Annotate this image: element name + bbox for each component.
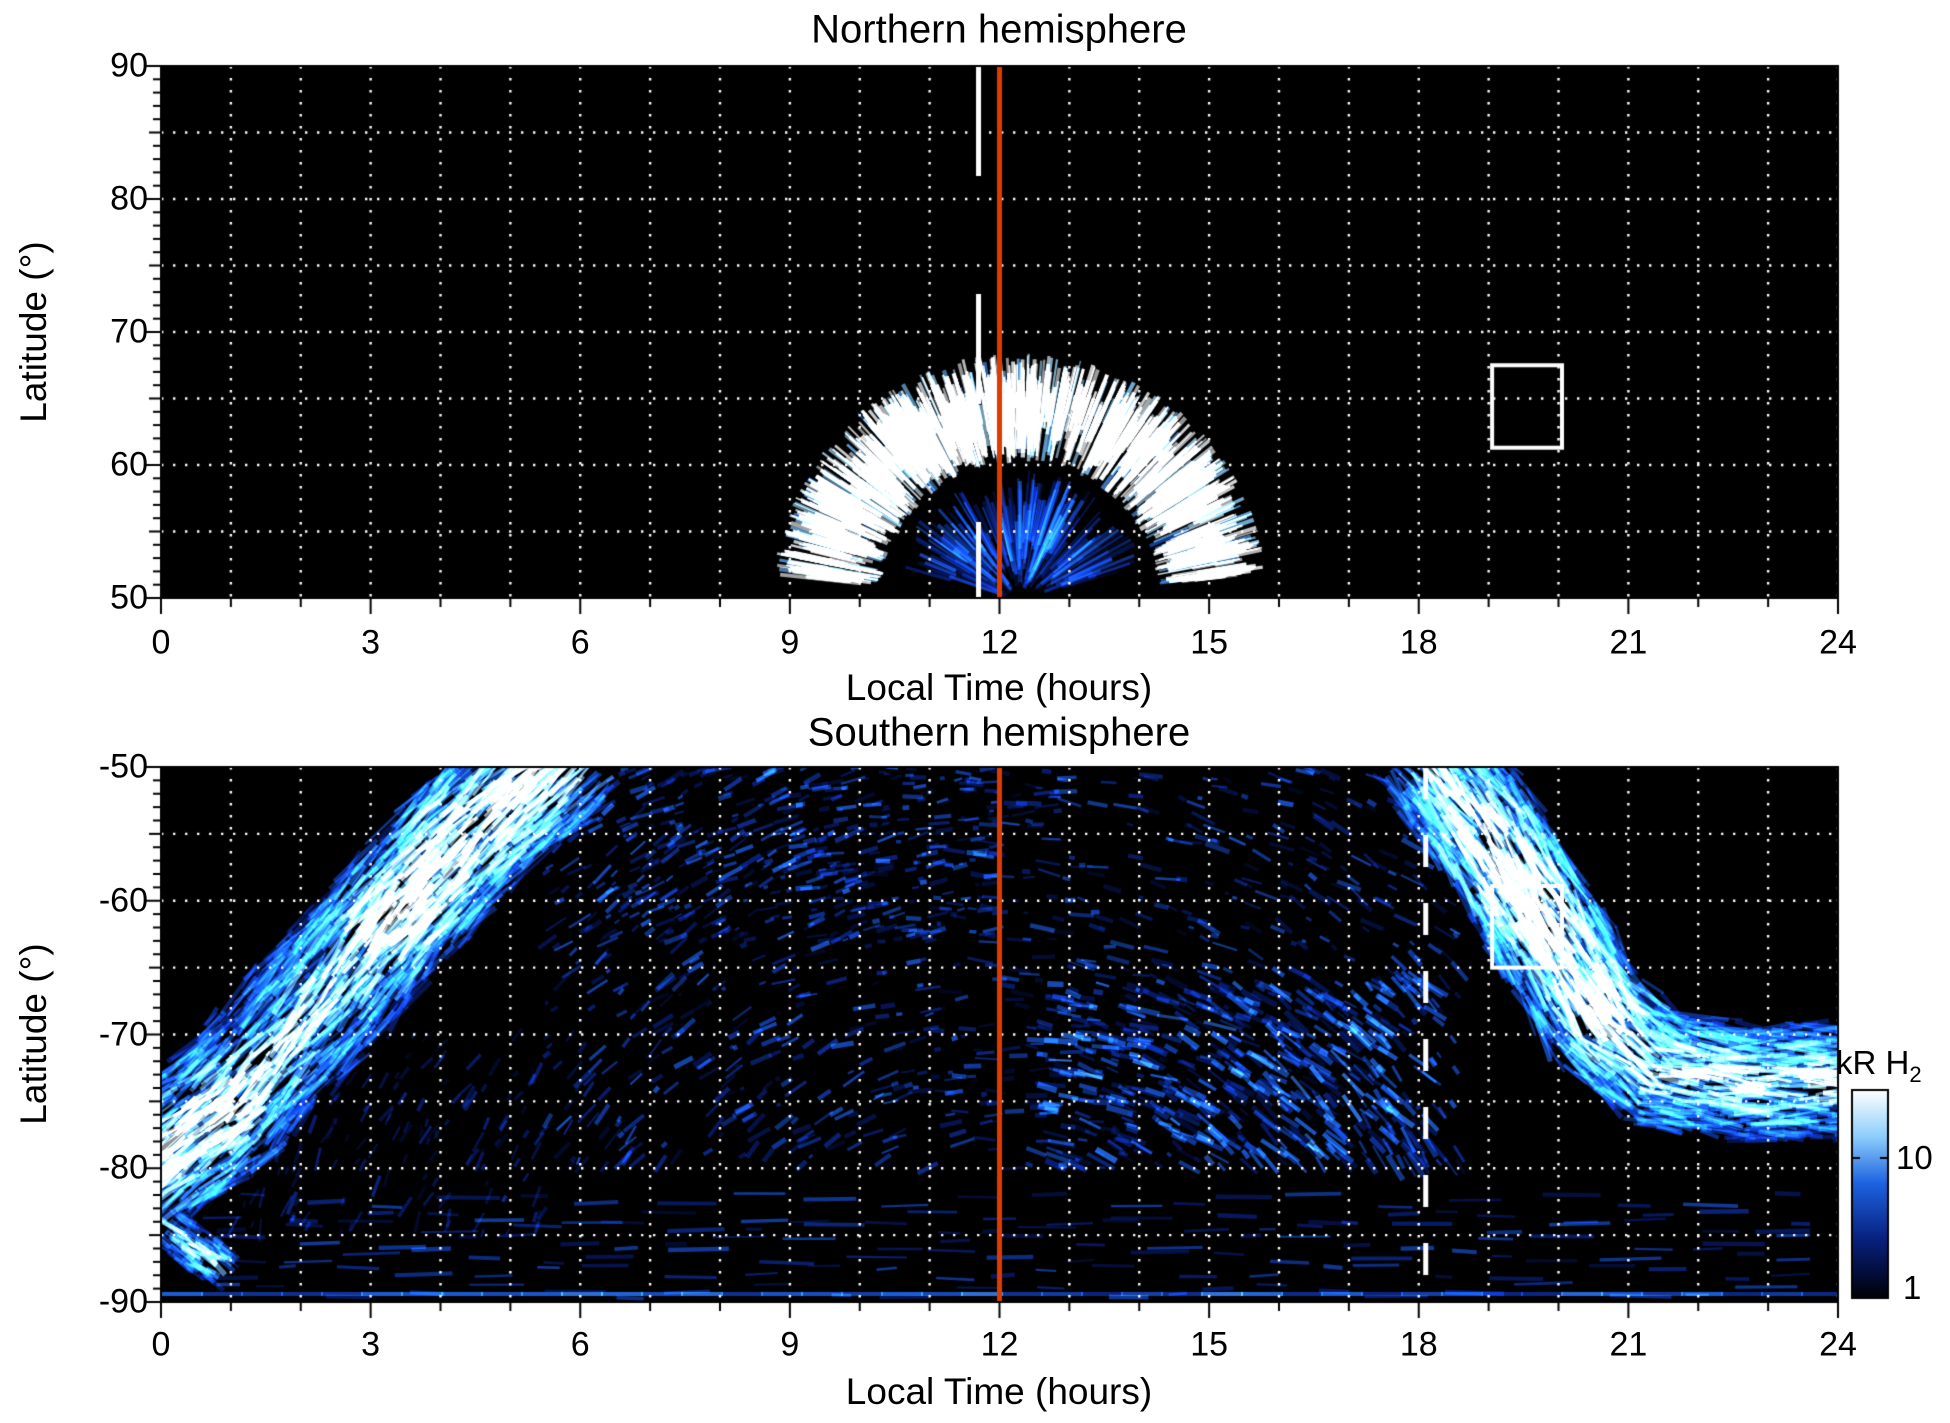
y-tick-label: -70: [98, 1015, 148, 1053]
x-tick-label: 18: [1399, 623, 1438, 662]
colorbar-title-text: kR H: [1836, 1044, 1910, 1082]
y-tick-label: -50: [98, 747, 148, 786]
y-tick-label: 70: [110, 312, 148, 351]
x-axis-label-north: Local Time (hours): [845, 667, 1153, 708]
x-tick-label: 24: [1819, 1325, 1857, 1364]
y-tick-label: 50: [110, 578, 148, 617]
y-tick-label: 60: [110, 445, 148, 484]
x-axis-label-south: Local Time (hours): [845, 1371, 1153, 1412]
y-tick-label: 80: [110, 179, 148, 218]
y-axis-label-north: Latitude (°): [13, 241, 54, 423]
y-tick-label: -60: [98, 881, 148, 920]
x-tick-label: 3: [361, 1325, 381, 1364]
x-tick-label: 0: [151, 623, 171, 662]
x-tick-label: 15: [1190, 623, 1229, 662]
x-tick-label: 21: [1609, 623, 1648, 662]
colorbar-tick-10: 10: [1896, 1139, 1933, 1176]
x-tick-label: 9: [780, 623, 800, 662]
colorbar-title: kR H2: [1836, 1044, 1922, 1088]
y-axis-label-south: Latitude (°): [13, 943, 54, 1125]
x-tick-label: 24: [1819, 623, 1857, 662]
panel-title-southern: Southern hemisphere: [807, 710, 1191, 755]
x-tick-label: 12: [980, 1325, 1019, 1364]
y-tick-label: 90: [110, 46, 148, 85]
colorbar-title-subscript: 2: [1909, 1061, 1922, 1087]
x-tick-label: 21: [1609, 1325, 1648, 1364]
x-tick-label: 15: [1190, 1325, 1229, 1364]
y-tick-label: -90: [98, 1282, 148, 1321]
panel-title-northern: Northern hemisphere: [811, 7, 1187, 52]
x-tick-label: 3: [361, 623, 381, 662]
x-tick-label: 6: [570, 623, 590, 662]
x-tick-label: 6: [570, 1325, 590, 1364]
x-tick-label: 18: [1399, 1325, 1438, 1364]
y-tick-label: -80: [98, 1148, 148, 1187]
x-tick-label: 12: [980, 623, 1019, 662]
x-tick-label: 0: [151, 1325, 171, 1364]
x-tick-label: 9: [780, 1325, 800, 1364]
colorbar-tick-1: 1: [1903, 1269, 1922, 1306]
